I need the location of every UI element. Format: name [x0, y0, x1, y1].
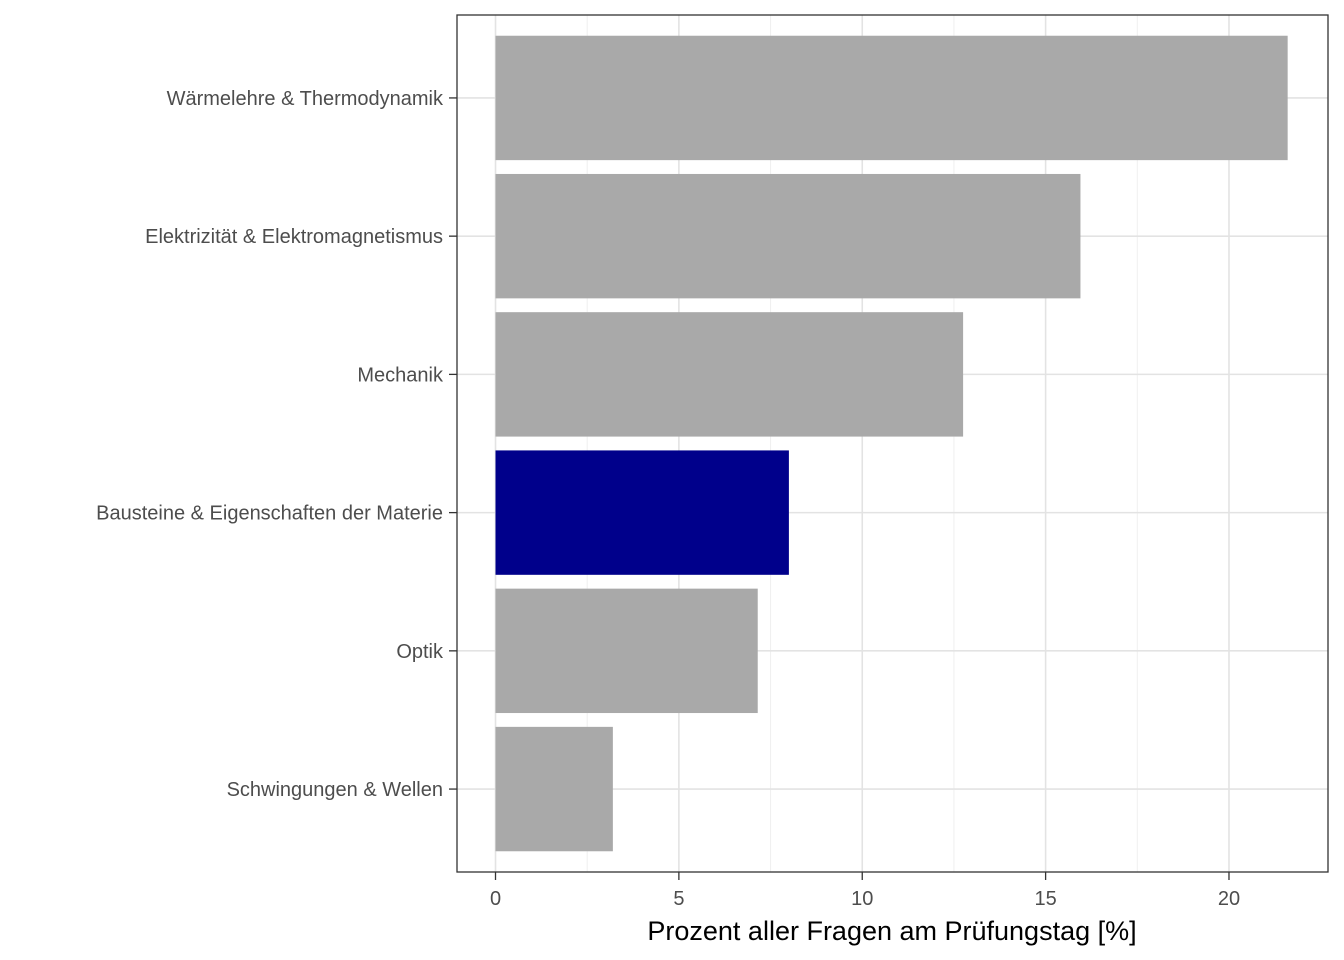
x-tick-label: 0 — [490, 888, 501, 910]
y-tick-label: Schwingungen & Wellen — [227, 779, 443, 801]
bars — [495, 35, 1288, 852]
x-tick-label: 15 — [1034, 888, 1056, 910]
x-tick-label: 5 — [673, 888, 684, 910]
y-tick-label: Mechanik — [357, 364, 444, 386]
y-tick-label: Wärmelehre & Thermodynamik — [167, 88, 444, 110]
x-tick-label: 20 — [1218, 888, 1240, 910]
bar — [495, 35, 1288, 161]
x-axis-title: Prozent aller Fragen am Prüfungstag [%] — [647, 916, 1136, 946]
bar — [495, 173, 1081, 299]
bar — [495, 450, 789, 575]
bar — [495, 588, 758, 714]
y-tick-label: Elektrizität & Elektromagnetismus — [145, 226, 443, 248]
y-tick-label: Bausteine & Eigenschaften der Materie — [96, 503, 443, 525]
panel-border — [456, 14, 1329, 873]
y-axis: Wärmelehre & Thermodynamik Elektrizität &… — [96, 88, 457, 801]
x-tick-label: 10 — [851, 888, 873, 910]
bar — [495, 312, 964, 437]
x-axis: 0 5 10 15 20 — [490, 872, 1240, 910]
bar — [495, 726, 613, 852]
y-tick-label: Optik — [396, 641, 444, 663]
